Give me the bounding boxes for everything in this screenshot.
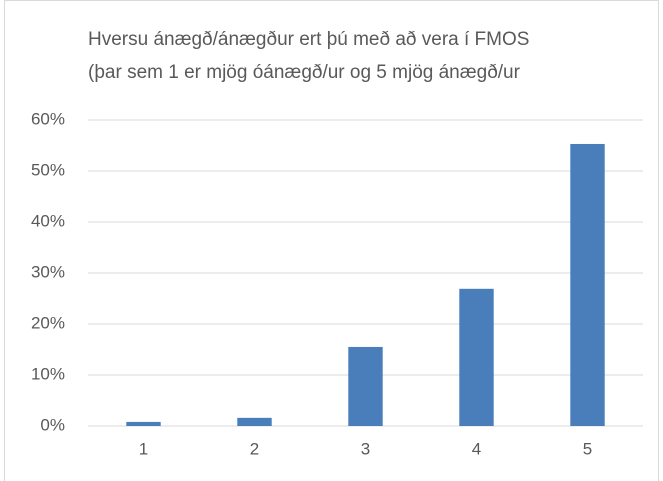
x-tick-label: 2 — [250, 439, 259, 458]
y-tick-label: 0% — [40, 415, 65, 434]
y-tick-label: 10% — [31, 364, 65, 383]
chart-title: Hversu ánægð/ánægður ert þú með að vera … — [88, 29, 529, 50]
y-tick-label: 30% — [31, 262, 65, 281]
x-tick-label: 1 — [139, 439, 148, 458]
x-tick-label: 3 — [361, 439, 370, 458]
y-tick-label: 40% — [31, 211, 65, 230]
y-tick-label: 20% — [31, 313, 65, 332]
x-tick-label: 4 — [472, 439, 481, 458]
y-tick-label: 50% — [31, 160, 65, 179]
y-tick-label: 60% — [31, 109, 65, 128]
chart-border — [4, 0, 659, 481]
bar — [570, 143, 605, 426]
bar — [126, 421, 161, 426]
bar — [459, 288, 494, 426]
chart-title: (þar sem 1 er mjög óánægð/ur og 5 mjög á… — [88, 62, 521, 83]
x-tick-label: 5 — [583, 439, 592, 458]
bar — [348, 346, 383, 426]
bar — [237, 417, 272, 426]
